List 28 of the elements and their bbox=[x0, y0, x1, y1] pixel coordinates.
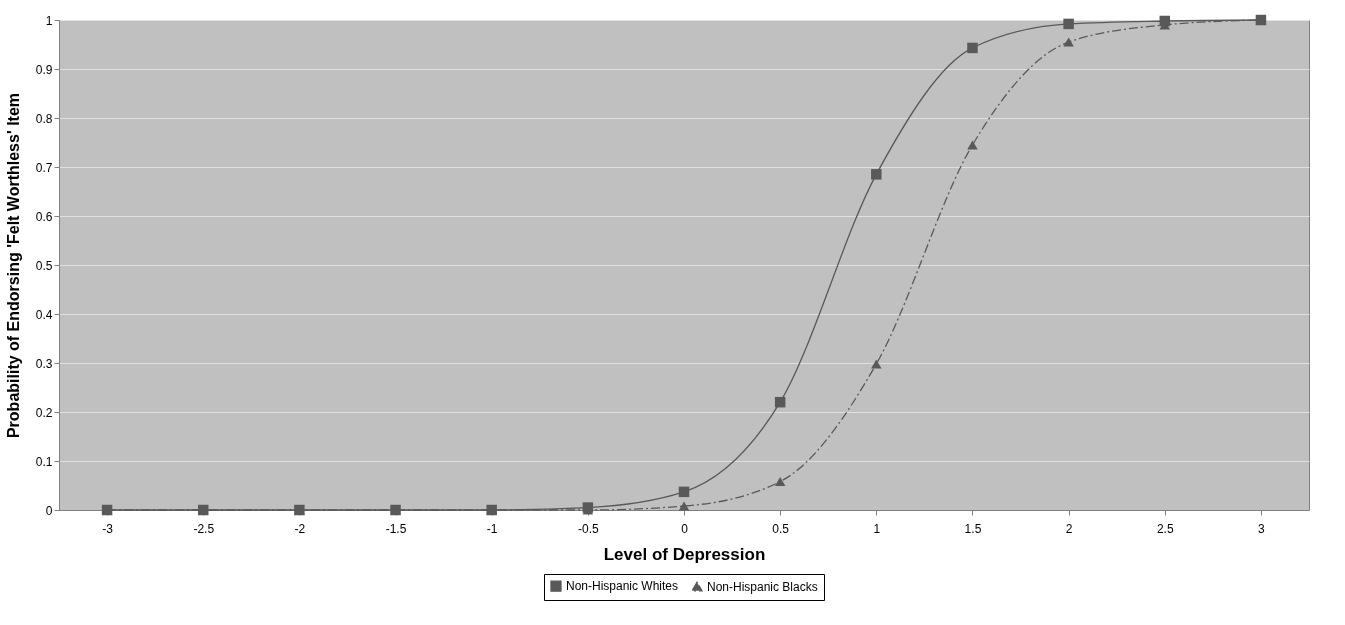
x-tick-label: -3 bbox=[102, 521, 114, 536]
y-tick-label: 0 bbox=[45, 503, 53, 518]
x-tick-label: -2 bbox=[294, 521, 306, 536]
legend-label: Non-Hispanic Whites bbox=[566, 579, 679, 594]
y-tick-label: 0.1 bbox=[35, 454, 53, 469]
x-tick-label: 0.5 bbox=[772, 521, 790, 536]
x-tick-label: 1 bbox=[873, 521, 881, 536]
x-tick-label: 3 bbox=[1258, 521, 1266, 536]
y-tick-label: 0.8 bbox=[35, 111, 53, 126]
x-tick-label: 1.5 bbox=[964, 521, 982, 536]
y-tick-label: 0.6 bbox=[35, 209, 53, 224]
x-tick-label: -1.5 bbox=[385, 521, 407, 536]
x-tick-label: 0 bbox=[681, 521, 689, 536]
y-tick-label: 0.2 bbox=[35, 405, 53, 420]
x-axis-title: Level of Depression bbox=[603, 544, 766, 564]
y-tick-label: 0.5 bbox=[35, 258, 53, 273]
y-tick-label: 0.7 bbox=[35, 160, 53, 175]
legend-label: Non-Hispanic Blacks bbox=[707, 579, 818, 594]
y-tick-label: 0.3 bbox=[35, 356, 53, 371]
x-tick-label: 2.5 bbox=[1156, 521, 1174, 536]
x-tick-label: 2 bbox=[1065, 521, 1073, 536]
x-tick-label: -2.5 bbox=[193, 521, 215, 536]
x-tick-label: -1 bbox=[486, 521, 498, 536]
y-tick-label: 0.9 bbox=[35, 62, 53, 77]
y-tick-label: 1 bbox=[45, 13, 53, 28]
x-tick-label: -0.5 bbox=[578, 521, 600, 536]
y-tick-label: 0.4 bbox=[35, 307, 53, 322]
y-axis-title: Probability of Endorsing 'Felt Worthless' Item bbox=[4, 92, 22, 439]
